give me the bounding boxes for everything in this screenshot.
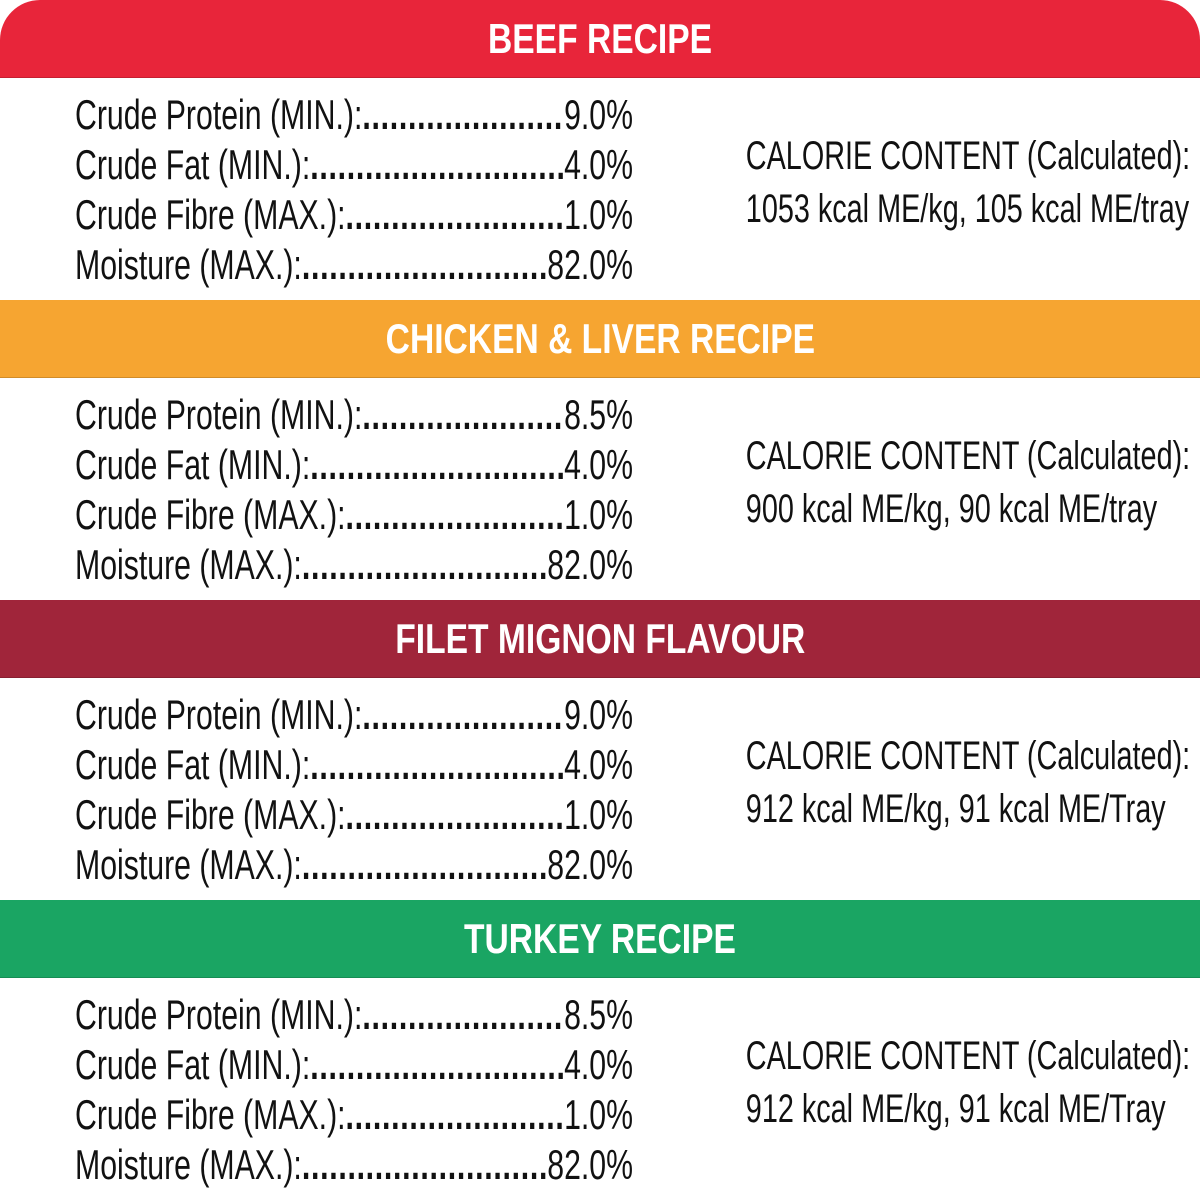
- nutrient-value: 4.0%: [564, 741, 633, 788]
- dot-leader: ........................................…: [345, 1091, 565, 1138]
- dot-leader: ........................................…: [301, 1141, 548, 1188]
- nutrient-row: Crude Protein (MIN.):...................…: [75, 690, 633, 740]
- nutrient-row: Crude Fat (MIN.):.......................…: [75, 440, 633, 490]
- nutrient-row: Crude Fibre (MAX.):.....................…: [75, 490, 633, 540]
- nutrient-value: 9.0%: [564, 691, 633, 738]
- nutrient-label: Crude Fibre (MAX.):: [75, 191, 346, 238]
- nutrient-label: Moisture (MAX.):: [75, 241, 302, 288]
- nutrient-row: Crude Protein (MIN.):...................…: [75, 390, 633, 440]
- dot-leader: ........................................…: [301, 541, 548, 588]
- recipe-header: TURKEY RECIPE: [0, 900, 1200, 978]
- dot-leader: ........................................…: [345, 491, 565, 538]
- nutrient-value: 4.0%: [564, 141, 633, 188]
- nutrient-value: 82.0%: [547, 841, 633, 888]
- nutrient-label: Crude Protein (MIN.):: [75, 991, 363, 1038]
- calorie-title: CALORIE CONTENT (Calculated):: [745, 434, 1191, 478]
- dot-leader: ........................................…: [362, 991, 564, 1038]
- calorie-content: CALORIE CONTENT (Calculated): 912 kcal ME…: [680, 1030, 1191, 1136]
- nutrient-row: Moisture (MAX.):........................…: [75, 1140, 633, 1190]
- calorie-content: CALORIE CONTENT (Calculated): 900 kcal ME…: [680, 430, 1191, 536]
- nutrient-value: 8.5%: [564, 391, 633, 438]
- dot-leader: ........................................…: [310, 1041, 565, 1088]
- recipe-title: FILET MIGNON FLAVOUR: [394, 614, 805, 662]
- dot-leader: ........................................…: [345, 191, 565, 238]
- nutrient-row: Moisture (MAX.):........................…: [75, 540, 633, 590]
- nutrient-label: Crude Fibre (MAX.):: [75, 1091, 346, 1138]
- calorie-title: CALORIE CONTENT (Calculated):: [745, 1034, 1191, 1078]
- dot-leader: ........................................…: [362, 91, 564, 138]
- calorie-value: 1053 kcal ME/kg, 105 kcal ME/tray: [745, 187, 1190, 231]
- dot-leader: ........................................…: [345, 791, 565, 838]
- nutrient-label: Crude Fat (MIN.):: [75, 1041, 311, 1088]
- nutrient-label: Crude Protein (MIN.):: [75, 691, 363, 738]
- calorie-value: 912 kcal ME/kg, 91 kcal ME/Tray: [745, 1087, 1166, 1131]
- nutrient-row: Moisture (MAX.):........................…: [75, 840, 633, 890]
- dot-leader: ........................................…: [301, 841, 548, 888]
- nutrient-row: Crude Fat (MIN.):.......................…: [75, 1040, 633, 1090]
- nutrient-value: 1.0%: [564, 791, 633, 838]
- dot-leader: ........................................…: [362, 691, 564, 738]
- nutrient-label: Crude Fat (MIN.):: [75, 141, 311, 188]
- calorie-content: CALORIE CONTENT (Calculated): 912 kcal ME…: [680, 730, 1191, 836]
- nutrient-label: Crude Fibre (MAX.):: [75, 491, 346, 538]
- recipe-title: TURKEY RECIPE: [464, 914, 736, 962]
- nutrient-value: 82.0%: [547, 541, 633, 588]
- nutrient-label: Crude Protein (MIN.):: [75, 391, 363, 438]
- nutrient-row: Crude Fibre (MAX.):.....................…: [75, 190, 633, 240]
- nutrient-row: Crude Protein (MIN.):...................…: [75, 990, 633, 1040]
- nutrient-row: Moisture (MAX.):........................…: [75, 240, 633, 290]
- nutrient-value: 1.0%: [564, 191, 633, 238]
- nutrient-row: Crude Protein (MIN.):...................…: [75, 90, 633, 140]
- dot-leader: ........................................…: [301, 241, 548, 288]
- calorie-value: 900 kcal ME/kg, 90 kcal ME/tray: [745, 487, 1158, 531]
- recipe-header: FILET MIGNON FLAVOUR: [0, 600, 1200, 678]
- nutrient-row: Crude Fibre (MAX.):.....................…: [75, 790, 633, 840]
- nutrient-value: 4.0%: [564, 1041, 633, 1088]
- recipe-section: Crude Protein (MIN.):...................…: [0, 378, 1200, 600]
- recipe-header: BEEF RECIPE: [0, 0, 1200, 78]
- nutrient-list: Crude Protein (MIN.):...................…: [75, 690, 850, 890]
- recipe-title: CHICKEN & LIVER RECIPE: [385, 314, 815, 362]
- calorie-title: CALORIE CONTENT (Calculated):: [745, 734, 1191, 778]
- calorie-content: CALORIE CONTENT (Calculated): 1053 kcal M…: [680, 130, 1191, 236]
- nutrient-label: Crude Fat (MIN.):: [75, 741, 311, 788]
- dot-leader: ........................................…: [310, 441, 565, 488]
- recipe-title: BEEF RECIPE: [487, 14, 713, 62]
- nutrient-list: Crude Protein (MIN.):...................…: [75, 990, 850, 1190]
- nutrient-label: Moisture (MAX.):: [75, 541, 302, 588]
- nutrient-value: 1.0%: [564, 1091, 633, 1138]
- nutrient-row: Crude Fibre (MAX.):.....................…: [75, 1090, 633, 1140]
- nutrient-value: 8.5%: [564, 991, 633, 1038]
- nutrient-value: 82.0%: [547, 241, 633, 288]
- dot-leader: ........................................…: [362, 391, 564, 438]
- nutrient-row: Crude Fat (MIN.):.......................…: [75, 140, 633, 190]
- nutrient-label: Crude Fibre (MAX.):: [75, 791, 346, 838]
- recipe-section: Crude Protein (MIN.):...................…: [0, 78, 1200, 300]
- calorie-value: 912 kcal ME/kg, 91 kcal ME/Tray: [745, 787, 1166, 831]
- nutrient-list: Crude Protein (MIN.):...................…: [75, 390, 850, 590]
- nutrient-value: 9.0%: [564, 91, 633, 138]
- nutrient-value: 1.0%: [564, 491, 633, 538]
- nutrient-value: 4.0%: [564, 441, 633, 488]
- recipe-section: Crude Protein (MIN.):...................…: [0, 678, 1200, 900]
- nutrient-label: Crude Fat (MIN.):: [75, 441, 311, 488]
- nutrient-value: 82.0%: [547, 1141, 633, 1188]
- recipe-header: CHICKEN & LIVER RECIPE: [0, 300, 1200, 378]
- dot-leader: ........................................…: [310, 741, 565, 788]
- nutrient-label: Crude Protein (MIN.):: [75, 91, 363, 138]
- nutrient-row: Crude Fat (MIN.):.......................…: [75, 740, 633, 790]
- nutrient-list: Crude Protein (MIN.):...................…: [75, 90, 850, 290]
- calorie-title: CALORIE CONTENT (Calculated):: [745, 134, 1191, 178]
- nutrient-label: Moisture (MAX.):: [75, 841, 302, 888]
- nutrient-label: Moisture (MAX.):: [75, 1141, 302, 1188]
- recipe-section: Crude Protein (MIN.):...................…: [0, 978, 1200, 1200]
- dot-leader: ........................................…: [310, 141, 565, 188]
